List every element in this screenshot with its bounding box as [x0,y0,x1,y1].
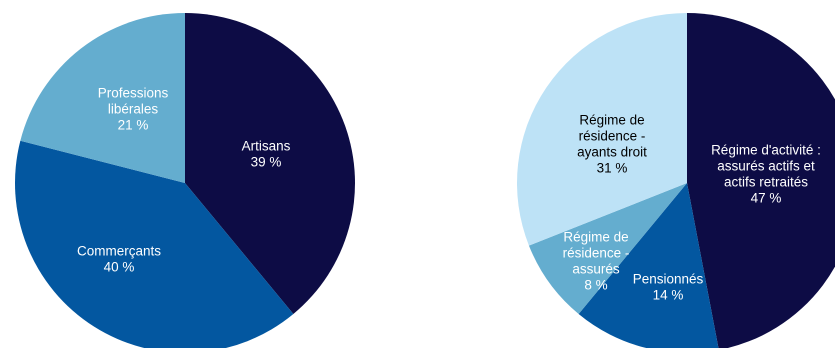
pie-slice-pensionnes [578,183,719,348]
slice-value-label: 47 % [751,191,782,206]
slice-value-label: 31 % [597,161,628,176]
pie-slice-artisans [185,13,356,314]
pie-chart-affiliates-by-regime: Régime d'activité : assurés actifs et acti… [517,13,835,348]
slice-name-label: Commerçants [77,244,161,259]
slice-label-artisans: Artisans 39 % [242,139,291,170]
slice-value-label: 14 % [653,288,684,303]
slice-value-label: 8 % [584,278,607,293]
slice-label-regime-de-residence-assures: Régime de résidence -assurés 8 % [563,230,630,293]
slice-name-label: résidence - [579,129,646,144]
slice-name-label: Régime de [563,230,628,245]
pie-slice-professions-liberales [20,13,186,183]
slice-label-pensionnes: Pensionnés 14 % [633,272,704,303]
slice-name-label: ayants droit [577,145,647,160]
slice-value-label: 40 % [104,260,135,275]
slice-name-label: Régime d'activité : [711,143,821,158]
slice-label-professions-liberales: Professions libérales 21 % [98,86,169,133]
slice-value-label: 21 % [118,118,149,133]
slice-value-label: 39 % [251,155,282,170]
pie-slice-commercants [14,140,294,348]
slice-name-label: Professions [98,86,169,101]
pie-slice-regime-d-activite-assures-actifs-et-actifs-retraites [687,13,835,348]
pie-slice-regime-de-residence-ayants-droit [517,13,687,246]
slice-label-commercants: Commerçants 40 % [77,244,161,275]
pie-slice-regime-de-residence-assures [528,183,687,314]
slice-name-label: Régime de [579,113,644,128]
slice-name-label: résidence - [563,246,630,261]
pie-chart-affiliates-by-profession: Artisans 39 % Commerçants 40 % Professions li… [14,13,356,348]
slice-name-label: assurés actifs et [717,159,815,174]
slice-name-label: libérales [108,102,159,117]
slice-name-label: actifs retraités [724,175,808,190]
slice-label-regime-de-residence-ayants-droit: Régime de résidence -ayants droit 31 % [577,113,647,176]
slice-name-label: assurés [572,262,620,277]
slice-name-label: Pensionnés [633,272,704,287]
slice-name-label: Artisans [242,139,291,154]
slice-label-regime-d-activite-assures-actifs-et-actifs-retraites: Régime d'activité : assurés actifs et acti… [711,143,821,206]
